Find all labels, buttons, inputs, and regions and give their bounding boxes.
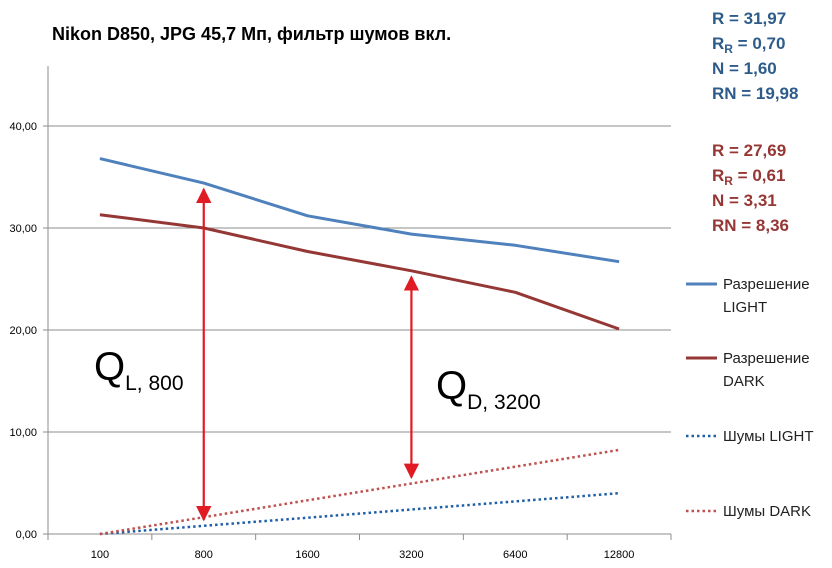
stat-line: RR = 0,70 xyxy=(712,34,785,56)
annotations: QL, 800 QD, 3200 xyxy=(94,187,541,522)
stat-line: RR = 0,61 xyxy=(712,166,785,188)
y-tick-label: 0,00 xyxy=(16,529,37,541)
series-line-2 xyxy=(99,213,620,331)
annotation-label-2: QD, 3200 xyxy=(436,364,541,414)
legend-label: Шумы DARK xyxy=(723,503,811,520)
annotation-label-1: QL, 800 xyxy=(94,345,184,395)
series-line-4 xyxy=(99,448,620,536)
stat-line: R = 31,97 xyxy=(712,9,786,28)
y-tick-label: 10,00 xyxy=(9,427,37,439)
stat-line: R = 27,69 xyxy=(712,141,786,160)
legend-label: Разрешение xyxy=(723,276,810,293)
series-line-1 xyxy=(99,157,620,264)
legend-label: Шумы LIGHT xyxy=(723,428,814,445)
y-tick-label: 30,00 xyxy=(9,223,37,235)
axes: 0,00 10,00 20,00 30,00 40,00 100 800 1600 3200 64… xyxy=(9,66,672,561)
legend-label: DARK xyxy=(723,373,765,390)
stat-line: RN = 8,36 xyxy=(712,216,789,235)
x-tick-label: 800 xyxy=(195,549,213,561)
grid xyxy=(48,125,671,433)
series-lines xyxy=(99,157,620,536)
stats-box: R = 31,97 RR = 0,70 N = 1,60 RN = 19,98 R = … xyxy=(712,9,798,235)
chart-title: Nikon D850, JPG 45,7 Мп, фильтр шумов вк… xyxy=(52,24,451,44)
x-tick-label: 6400 xyxy=(503,549,527,561)
series-line-3 xyxy=(99,491,620,536)
legend-label: LIGHT xyxy=(723,299,767,316)
x-tick-label: 100 xyxy=(91,549,109,561)
y-tick-label: 20,00 xyxy=(9,325,37,337)
y-tick-label: 40,00 xyxy=(9,121,37,133)
x-tick-label: 3200 xyxy=(399,549,423,561)
stat-line: N = 3,31 xyxy=(712,191,777,210)
x-tick-label: 12800 xyxy=(604,549,635,561)
x-tick-label: 1600 xyxy=(295,549,319,561)
legend: Разрешение LIGHT Разрешение DARK Шумы LIGHT Ш… xyxy=(686,276,814,520)
stat-line: N = 1,60 xyxy=(712,59,777,78)
legend-label: Разрешение xyxy=(723,350,810,367)
stat-line: RN = 19,98 xyxy=(712,84,798,103)
